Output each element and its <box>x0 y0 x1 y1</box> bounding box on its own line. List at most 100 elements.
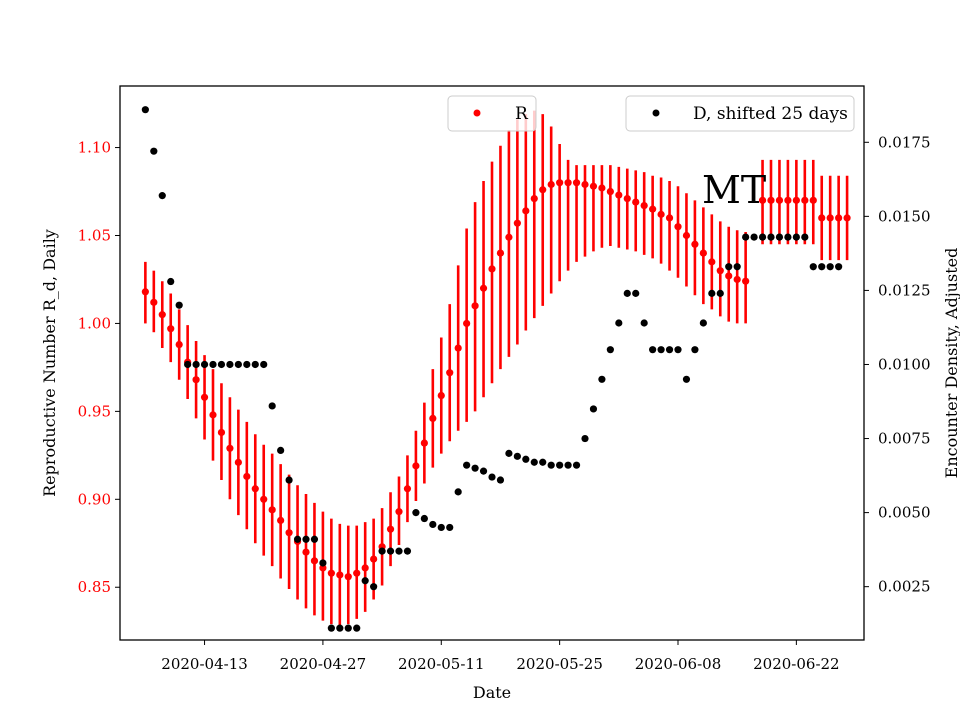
r-point <box>429 414 437 422</box>
right-tick-label: 0.0025 <box>878 578 931 596</box>
r-point <box>649 205 657 213</box>
d-point <box>589 405 598 413</box>
d-point <box>463 461 471 469</box>
left-axis-label: Reproductive Number R_d, Daily <box>40 229 59 497</box>
d-point <box>708 289 716 297</box>
d-point <box>826 263 834 271</box>
d-point <box>598 375 606 383</box>
r-point <box>530 194 538 203</box>
d-point <box>361 577 369 585</box>
right-axis-label: Encounter Density, Adjusted <box>942 248 960 479</box>
d-point <box>547 461 555 469</box>
r-point <box>623 194 631 203</box>
d-point <box>437 523 445 532</box>
d-point <box>632 289 640 297</box>
d-point <box>454 488 462 496</box>
r-point <box>167 325 175 333</box>
r-point <box>268 506 276 514</box>
d-point <box>649 346 657 354</box>
left-axis-ticks: 0.85 0.90 0.95 1.00 1.05 1.10 <box>78 139 120 596</box>
r-point <box>260 495 268 503</box>
legend-r-label: R <box>515 104 529 124</box>
d-series-points <box>141 106 843 632</box>
r-point <box>175 340 183 349</box>
r-point <box>640 201 648 210</box>
r-point <box>767 196 775 204</box>
r-point <box>370 555 378 563</box>
r-point <box>200 393 209 401</box>
r-point <box>716 267 724 275</box>
d-point <box>184 360 192 369</box>
right-tick-label: 0.0150 <box>878 207 931 225</box>
r-point <box>809 196 817 204</box>
left-tick-label: 0.95 <box>78 402 111 420</box>
x-tick-label: 2020-05-11 <box>398 655 484 673</box>
d-point <box>446 523 454 532</box>
d-point <box>200 360 209 369</box>
d-point <box>285 476 293 484</box>
left-tick-label: 1.05 <box>78 226 111 244</box>
left-tick-label: 0.90 <box>78 490 111 508</box>
d-point <box>378 547 386 555</box>
r-point <box>420 439 428 447</box>
d-point <box>150 147 158 155</box>
r-point <box>733 275 741 284</box>
d-point <box>251 360 259 369</box>
right-tick-label: 0.0125 <box>878 281 931 299</box>
r-point <box>835 214 843 222</box>
d-point <box>809 263 817 271</box>
d-point <box>302 535 310 543</box>
d-point <box>564 461 572 469</box>
r-point <box>564 179 572 187</box>
r-point <box>606 187 614 196</box>
d-point <box>471 464 479 472</box>
r-point <box>784 196 792 204</box>
d-point <box>403 547 412 555</box>
r-point <box>775 196 784 204</box>
r-point <box>691 240 699 248</box>
r-point <box>556 179 564 187</box>
r-point <box>353 569 361 577</box>
r-point <box>209 411 217 419</box>
r-point <box>412 462 420 470</box>
r-point <box>547 180 555 189</box>
legend-d: D, shifted 25 days <box>625 95 855 132</box>
d-point <box>395 547 403 555</box>
r-point <box>615 191 623 199</box>
d-point <box>784 233 792 241</box>
r-point <box>310 557 319 565</box>
r-point <box>725 272 733 280</box>
d-point <box>606 346 614 354</box>
r-point <box>742 277 750 285</box>
r-point <box>234 458 242 466</box>
d-point <box>581 434 589 443</box>
r-point <box>657 210 665 218</box>
x-tick-label: 2020-04-27 <box>280 655 366 673</box>
r-point <box>192 376 200 384</box>
d-point <box>539 458 547 466</box>
r-point <box>674 223 682 231</box>
x-tick-label: 2020-04-13 <box>161 655 247 673</box>
r-point <box>251 485 259 493</box>
r-point <box>471 302 479 310</box>
r-point <box>758 196 767 204</box>
x-tick-label: 2020-06-08 <box>635 655 721 673</box>
r-point <box>513 219 521 227</box>
d-point <box>209 360 217 369</box>
d-point <box>310 535 319 543</box>
d-point <box>792 233 800 241</box>
legend-d-label: D, shifted 25 days <box>693 104 848 124</box>
d-point <box>835 263 843 271</box>
r-point <box>277 516 285 525</box>
d-point <box>572 461 581 469</box>
right-tick-label: 0.0175 <box>878 133 931 151</box>
r-point <box>589 182 598 190</box>
d-point <box>556 461 564 469</box>
d-point <box>243 360 251 369</box>
left-tick-label: 1.00 <box>78 314 111 332</box>
r-point <box>361 564 369 572</box>
d-point <box>818 263 826 271</box>
x-tick-label: 2020-05-25 <box>516 655 602 673</box>
d-point <box>801 233 809 241</box>
